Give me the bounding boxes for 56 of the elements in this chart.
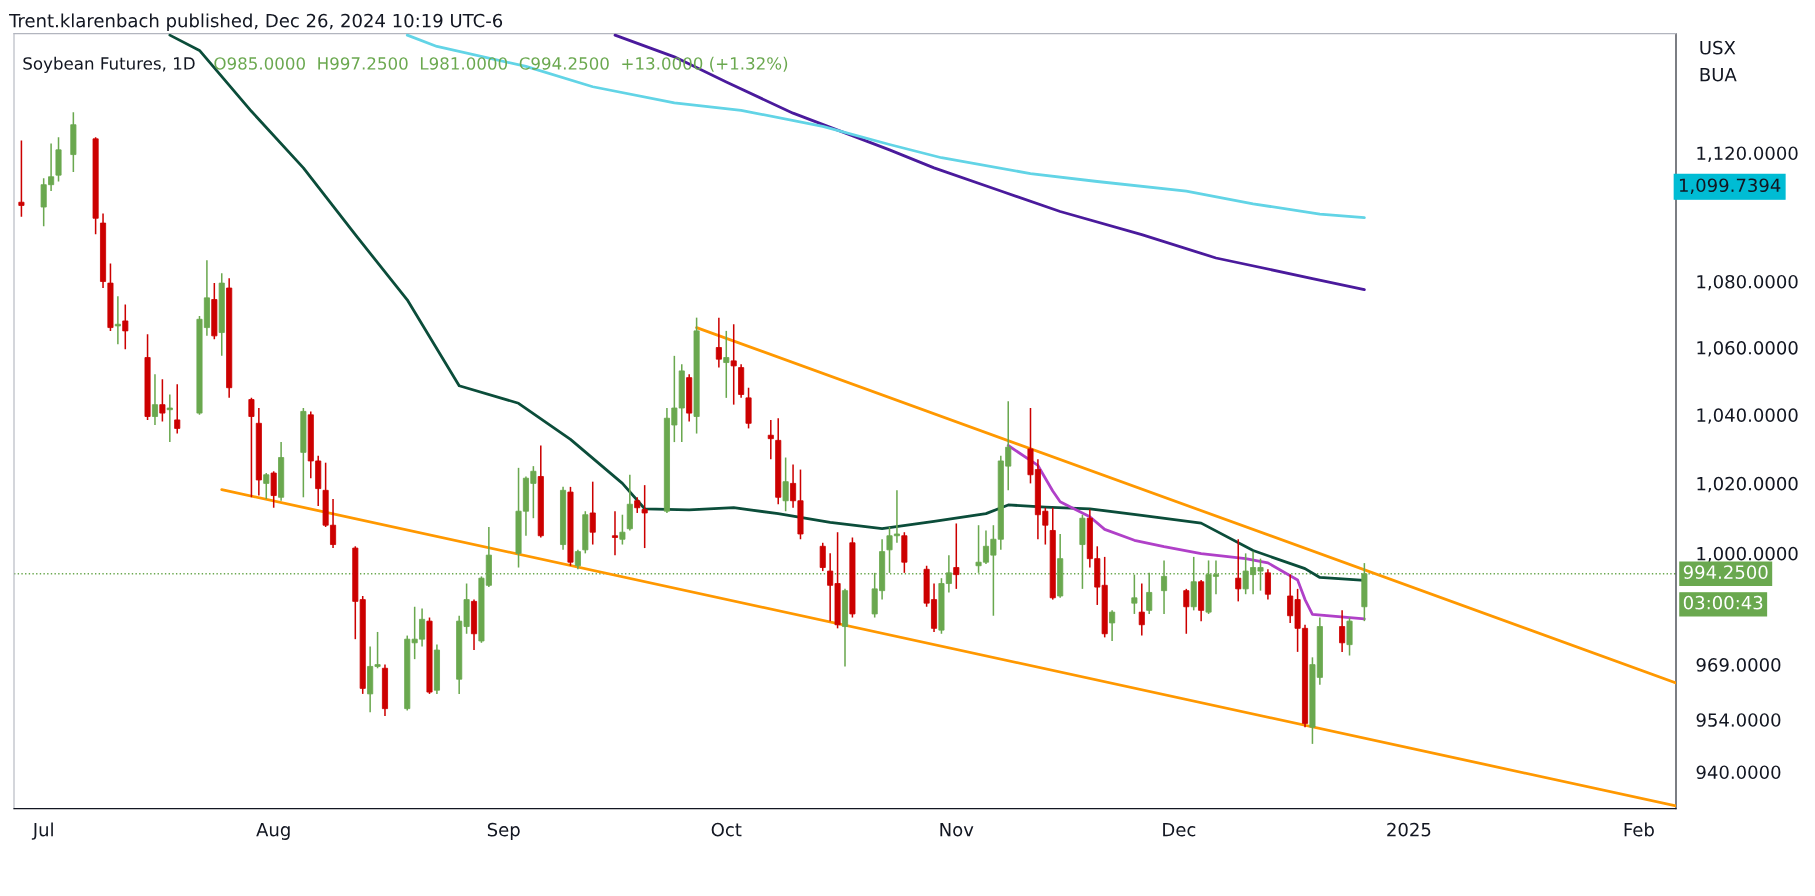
text: BUA xyxy=(1700,67,1737,82)
candlestick xyxy=(18,139,25,218)
candlestick xyxy=(715,316,722,369)
candlestick xyxy=(1138,582,1145,637)
candlestick xyxy=(1109,609,1116,642)
x-tick-label: Oct xyxy=(711,822,742,837)
line-series xyxy=(613,33,1366,292)
y-tick-label: 1,060.0000 xyxy=(1697,340,1798,357)
candlestick xyxy=(819,542,826,572)
x-tick-label: Dec xyxy=(1163,823,1196,837)
candlestick xyxy=(122,303,129,350)
candlestick xyxy=(619,513,626,546)
candlestick xyxy=(1264,568,1271,601)
x-tick-label: Feb xyxy=(1624,822,1654,837)
candlestick xyxy=(263,472,270,500)
candlestick xyxy=(611,510,619,556)
candlestick xyxy=(574,549,581,571)
y-tick-label: 1,040.0000 xyxy=(1697,408,1798,424)
x-tick-label: Aug xyxy=(256,823,290,840)
candlestick xyxy=(767,419,774,461)
x-tick-label: Jul xyxy=(31,822,53,840)
candlestick xyxy=(641,484,648,549)
candlestick xyxy=(1235,538,1242,603)
candlestick xyxy=(589,480,596,546)
text: 03:00:43 xyxy=(1683,595,1763,610)
text: Soybean Futures, 1D xyxy=(23,56,195,73)
candlestick xyxy=(1131,573,1138,615)
candlestick xyxy=(782,456,789,512)
y-tick-label: 1,020.0000 xyxy=(1697,476,1798,493)
text: 1,099.7394 xyxy=(1679,178,1781,194)
candlestick xyxy=(174,383,181,435)
y-tick-label: 969.0000 xyxy=(1696,658,1781,672)
candlestick xyxy=(248,397,255,499)
candlestick xyxy=(730,323,737,406)
candlestick xyxy=(953,522,960,590)
y-tick-label: 954.0000 xyxy=(1696,713,1781,727)
line-series xyxy=(1006,444,1366,621)
candlestick xyxy=(1346,616,1353,657)
candlestick xyxy=(1339,609,1346,653)
ref-line-label: 994.2500 xyxy=(1683,565,1768,579)
candlestick xyxy=(166,393,173,443)
candlestick xyxy=(114,295,121,345)
y-tick-label: 940.0000 xyxy=(1696,765,1781,780)
text: Trent.klarenbach published, Dec 26, 2024 10:19 UTC-6 xyxy=(9,13,503,31)
candlestick xyxy=(723,330,730,399)
y-tick-label: 1,120.0000 xyxy=(1697,146,1798,162)
candlestick xyxy=(270,470,277,509)
x-tick-label: Sep xyxy=(487,822,520,840)
candlestick xyxy=(159,378,166,423)
y-tick-label: 1,080.0000 xyxy=(1697,274,1798,291)
x-tick-label: Nov xyxy=(940,823,974,837)
candlestick xyxy=(151,373,158,426)
candlestick xyxy=(1183,588,1190,635)
y-tick-label: 1,000.0000 xyxy=(1697,546,1798,563)
x-tick-label: 2025 xyxy=(1387,822,1431,837)
text: USX xyxy=(1700,40,1736,55)
